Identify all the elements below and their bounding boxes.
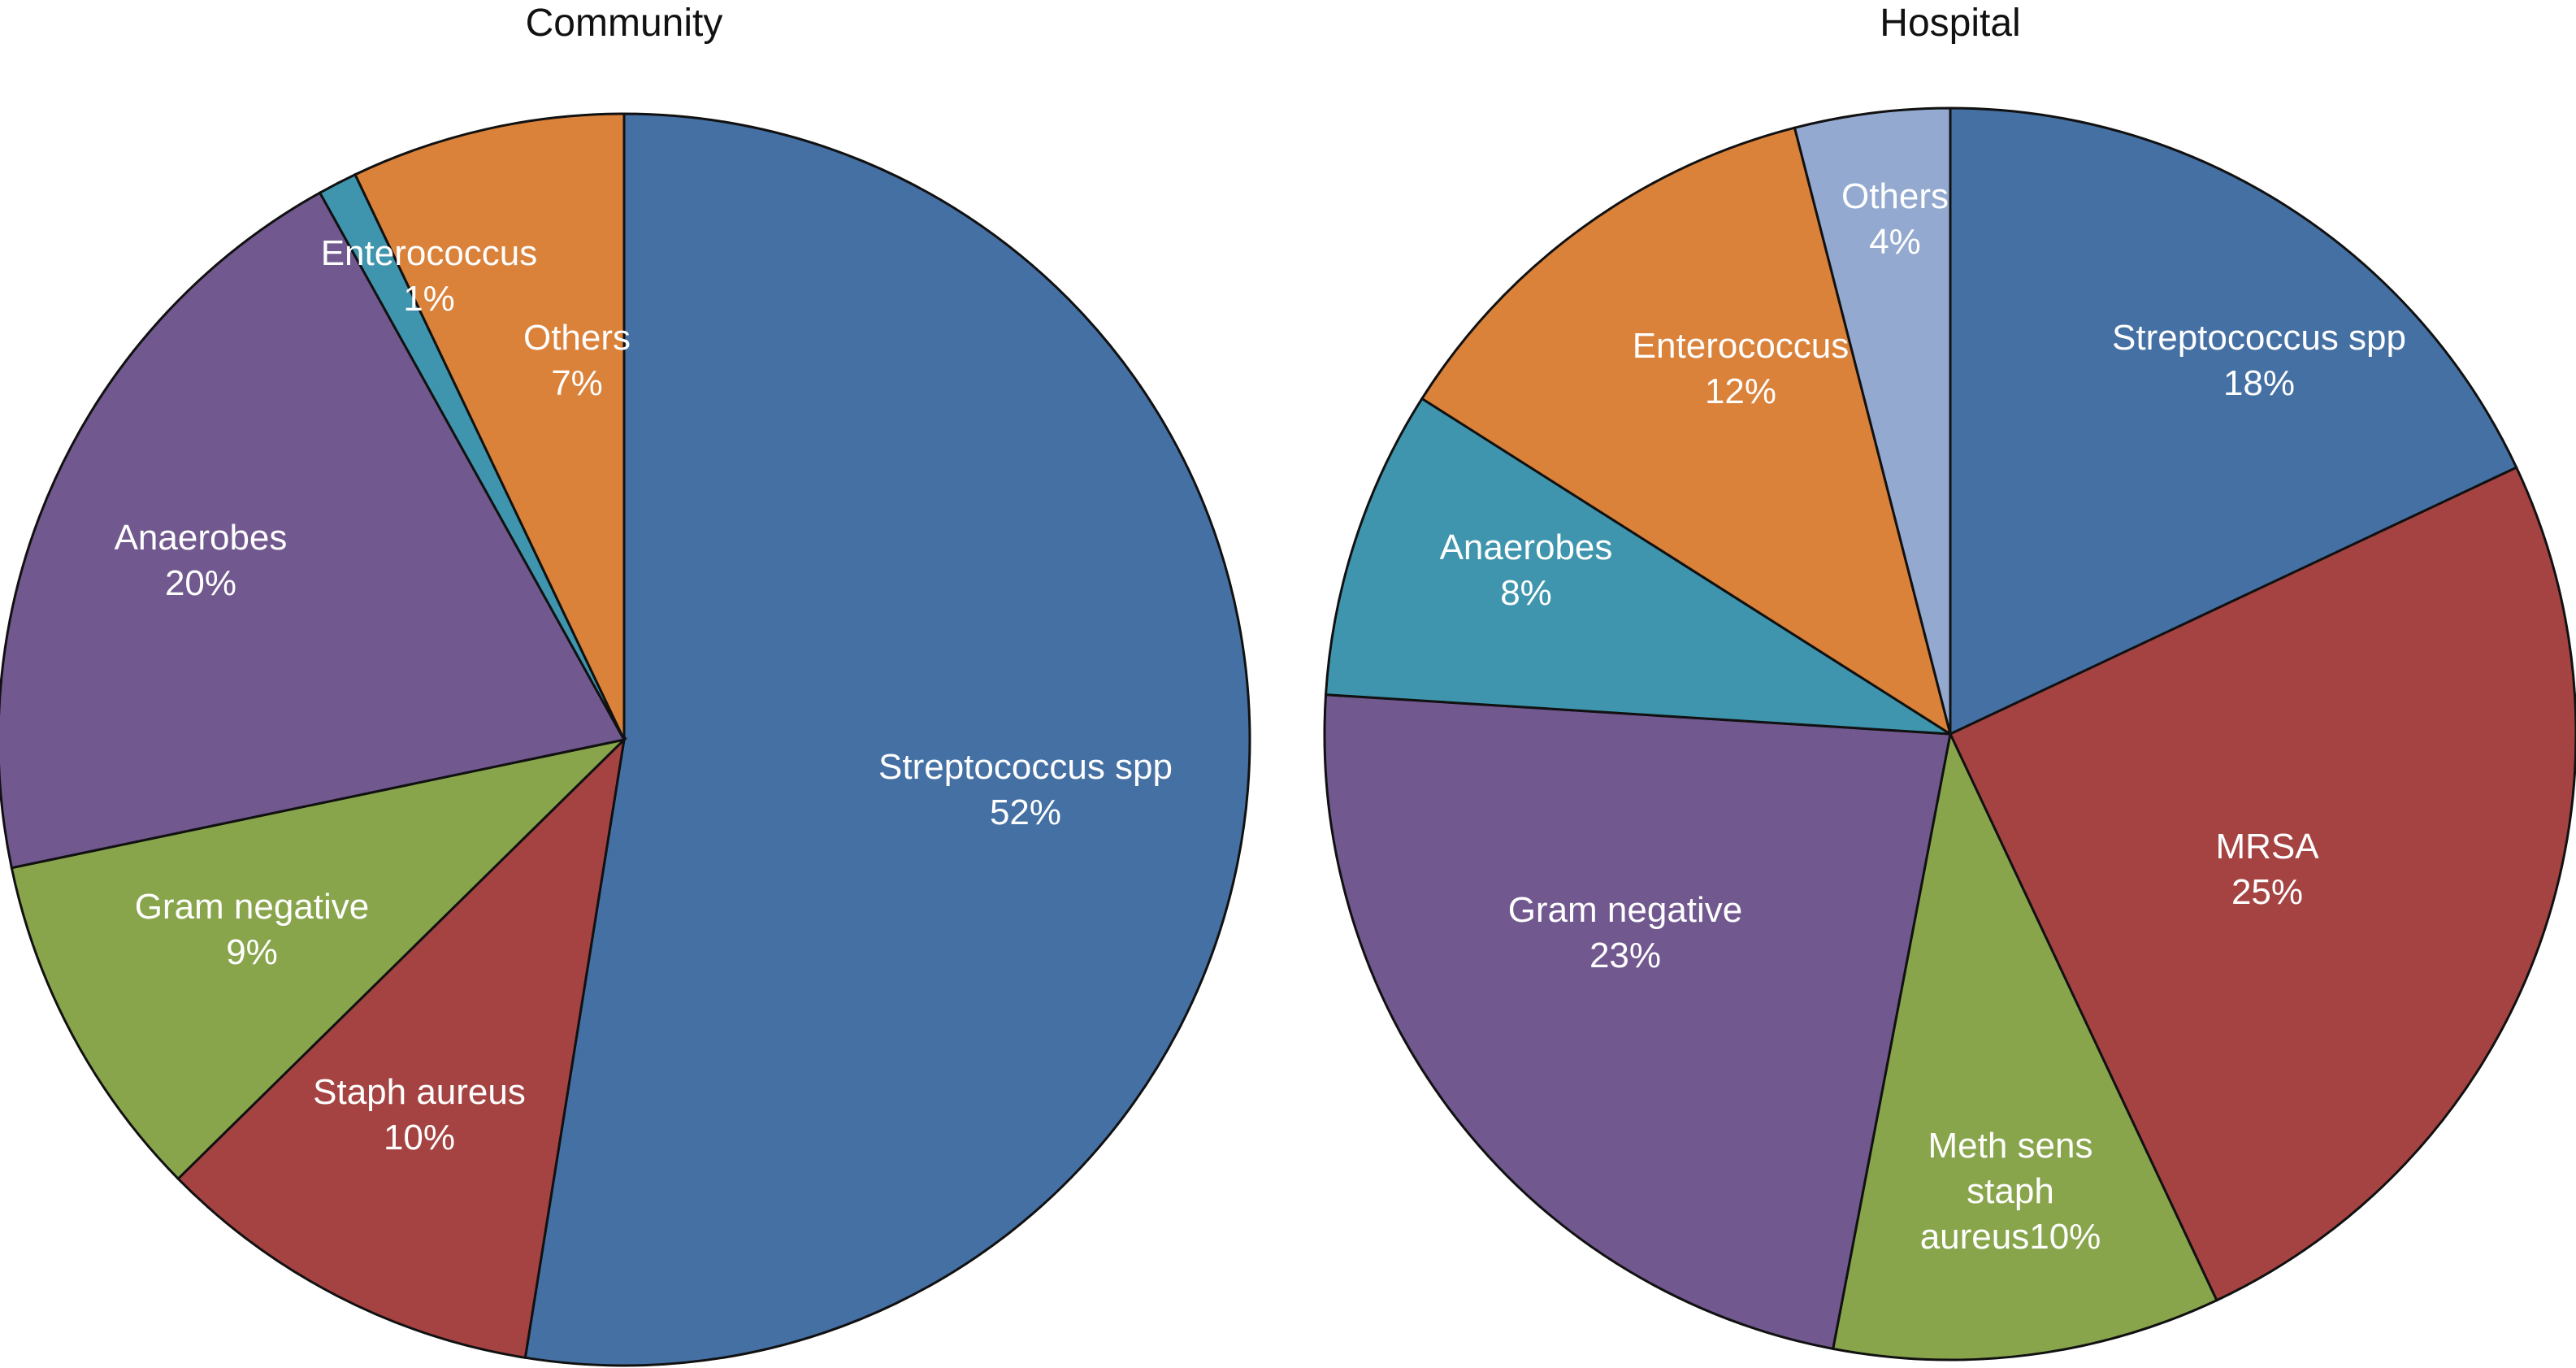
gram-negative-label: Gram negative 23% [1508,890,1743,975]
meth-sens-staph-aureus-label: Meth sens staph aureus10% [1920,1126,2101,1257]
mrsa-slice [1949,466,2576,1302]
meth-sens-staph-aureus-slice [1831,730,2218,1361]
others-label: Others 4% [1841,176,1949,262]
gram-negative-slice [10,737,628,1181]
enterococcus-label: Enterococcus 1% [321,233,538,319]
anaerobes-slice [0,191,627,870]
staph-aureus-slice [176,736,627,1360]
others-slice [353,112,626,740]
community-pie: Community Streptococcus spp 52% Staph aure… [0,2,1251,1367]
mrsa-label: MRSA 25% [2215,827,2319,912]
streptococcus-label: Streptococcus spp 52% [878,747,1173,832]
anaerobes-slice [1324,397,1951,736]
others-label: Others 7% [523,318,631,403]
streptococcus-slice [1949,106,2518,736]
community-pie-title: Community [526,2,723,45]
streptococcus-label: Streptococcus spp 18% [2112,318,2406,403]
gram-negative-label: Gram negative 9% [135,887,370,972]
anaerobes-label: Anaerobes 8% [1440,528,1613,613]
streptococcus-slice [523,112,1251,1367]
enterococcus-slice [1420,126,1953,737]
hospital-pie: Hospital Streptococcus spp 18% MRSA 25% Meth… [1323,2,2576,1361]
gram-negative-slice [1323,693,1952,1351]
enterococcus-label: Enterococcus 12% [1633,326,1850,411]
hospital-pie-title: Hospital [1880,2,2020,45]
staph-aureus-label: Staph aureus 10% [313,1072,526,1157]
anaerobes-label: Anaerobes 20% [115,518,288,603]
others-slice [1793,106,1952,735]
